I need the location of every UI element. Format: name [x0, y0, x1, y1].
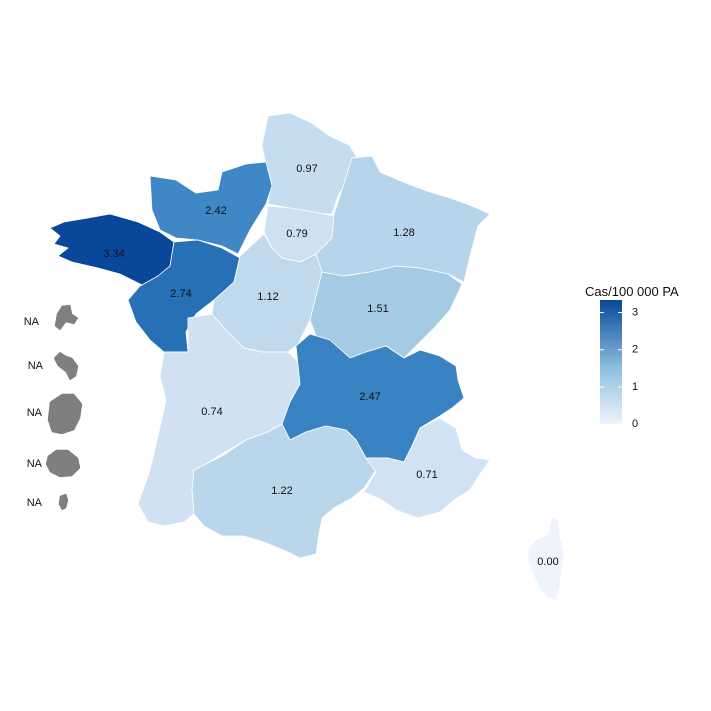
legend-tick-label: 1	[632, 381, 638, 393]
legend: Cas/100 000 PA 0 1 2 3	[585, 284, 679, 430]
region-paca	[363, 417, 491, 519]
overseas-guadeloupe	[54, 304, 79, 331]
region-label-bourgogne: 1.51	[367, 303, 388, 315]
region-centre	[211, 233, 323, 353]
legend-colorbar	[600, 300, 622, 424]
region-label-normandie: 2.42	[205, 205, 226, 217]
legend-tick-label: 3	[632, 307, 638, 319]
region-label-occitanie: 1.22	[271, 485, 292, 497]
overseas-mayotte	[58, 493, 69, 511]
region-label-centre: 1.12	[257, 291, 278, 303]
overseas-martinique	[53, 351, 79, 381]
region-label-bretagne: 3.34	[103, 248, 124, 260]
region-label-corse: 0.00	[537, 556, 558, 568]
overseas-label-martinique: NA	[28, 360, 44, 372]
region-label-auvergne-rhone-alpes: 2.47	[359, 391, 380, 403]
overseas-label-guadeloupe: NA	[24, 316, 40, 328]
overseas-label-mayotte: NA	[27, 497, 43, 509]
legend-tick-label: 2	[632, 344, 638, 356]
region-label-grand-est: 1.28	[393, 227, 414, 239]
region-corse	[527, 515, 565, 601]
overseas-guyane	[47, 393, 83, 435]
overseas-reunion	[45, 449, 81, 478]
region-label-paca: 0.71	[416, 469, 437, 481]
region-grand-est	[315, 155, 491, 283]
region-label-pays-de-la-loire: 2.74	[170, 288, 191, 300]
overseas-label-reunion: NA	[27, 458, 43, 470]
legend-title: Cas/100 000 PA	[585, 284, 679, 299]
region-occitanie	[191, 423, 377, 559]
mainland-regions	[49, 112, 565, 601]
region-labels: 0.97 2.42 3.34 2.74 0.79 1.28 1.12 1.51 …	[103, 163, 558, 568]
overseas-territories: NA NA NA NA NA	[24, 304, 83, 511]
region-label-ile-de-france: 0.79	[286, 228, 307, 240]
overseas-label-guyane: NA	[27, 407, 43, 419]
legend-tick-label: 0	[632, 418, 638, 430]
legend-ticks: 0 1 2 3	[600, 307, 638, 430]
region-normandie	[149, 161, 273, 255]
region-label-nouvelle-aquitaine: 0.74	[201, 406, 222, 418]
region-label-nord: 0.97	[296, 163, 317, 175]
